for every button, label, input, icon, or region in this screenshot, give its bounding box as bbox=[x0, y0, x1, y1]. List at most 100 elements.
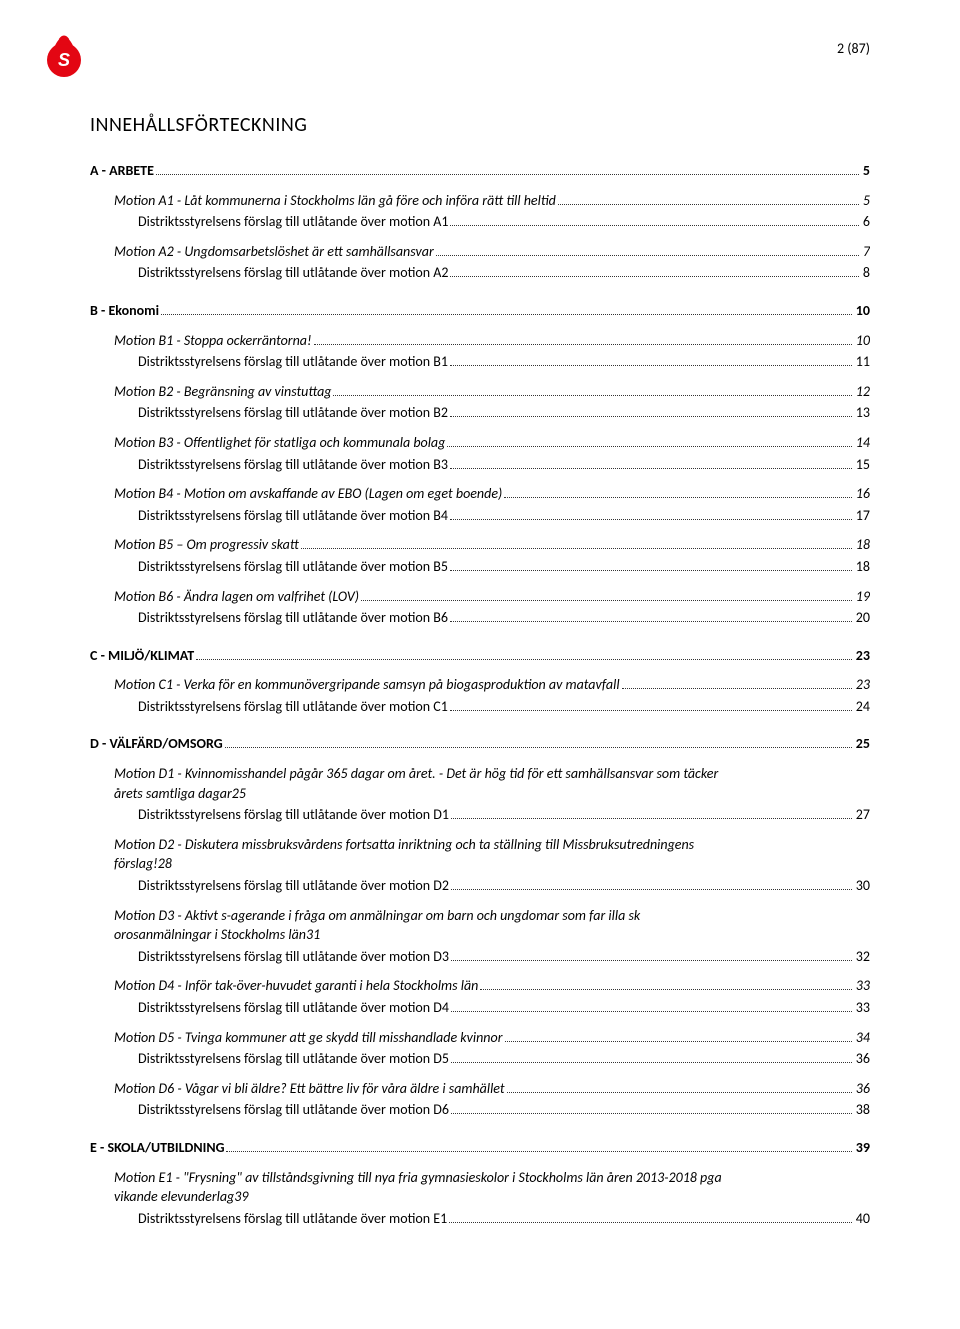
toc-motion-label: Motion B1 - Stoppa ockerräntorna! bbox=[114, 331, 312, 351]
toc-leader-dots bbox=[450, 276, 858, 277]
toc-leader-dots bbox=[451, 1011, 852, 1012]
toc-section-label: D - VÄLFÄRD/OMSORG bbox=[90, 734, 223, 754]
toc-motion[interactable]: Motion D6 - Vågar vi bli äldre? Ett bätt… bbox=[114, 1079, 870, 1099]
toc-sub-label: Distriktsstyrelsens förslag till utlåtan… bbox=[138, 608, 448, 628]
toc-sub-entry[interactable]: Distriktsstyrelsens förslag till utlåtan… bbox=[138, 608, 870, 628]
toc-motion[interactable]: Motion B6 - Ändra lagen om valfrihet (LO… bbox=[114, 587, 870, 607]
toc-section-label: A - ARBETE bbox=[90, 161, 154, 181]
toc-page-number: 34 bbox=[854, 1028, 870, 1048]
toc-sub-label: Distriktsstyrelsens förslag till utlåtan… bbox=[138, 212, 448, 232]
toc-page-number: 8 bbox=[861, 263, 870, 283]
toc-sub-entry[interactable]: Distriktsstyrelsens förslag till utlåtan… bbox=[138, 557, 870, 577]
toc-sub-entry[interactable]: Distriktsstyrelsens förslag till utlåtan… bbox=[138, 352, 870, 372]
toc-motion-label: Motion A2 - Ungdomsarbetslöshet är ett s… bbox=[114, 242, 434, 262]
toc-section[interactable]: E - SKOLA/UTBILDNING39 bbox=[90, 1138, 870, 1158]
toc-sub-entry[interactable]: Distriktsstyrelsens förslag till utlåtan… bbox=[138, 403, 870, 423]
toc-page-number: 6 bbox=[861, 212, 870, 232]
toc-motion-label-cont: årets samtliga dagar bbox=[114, 784, 232, 804]
toc-leader-dots bbox=[450, 468, 852, 469]
toc-sub-label: Distriktsstyrelsens förslag till utlåtan… bbox=[138, 876, 449, 896]
toc-page-number: 24 bbox=[854, 697, 870, 717]
toc-leader-dots bbox=[450, 519, 852, 520]
toc-sub-entry[interactable]: Distriktsstyrelsens förslag till utlåtan… bbox=[138, 998, 870, 1018]
toc-page-number: 39 bbox=[854, 1138, 870, 1158]
toc-motion[interactable]: Motion D4 - Inför tak-över-huvudet garan… bbox=[114, 976, 870, 996]
toc-sub-label: Distriktsstyrelsens förslag till utlåtan… bbox=[138, 697, 448, 717]
toc-motion-label: Motion D3 - Aktivt s-agerande i fråga om… bbox=[114, 906, 870, 926]
toc-motion-label: Motion A1 - Låt kommunerna i Stockholms … bbox=[114, 191, 556, 211]
toc-motion[interactable]: Motion D5 - Tvinga kommuner att ge skydd… bbox=[114, 1028, 870, 1048]
toc-page-number: 16 bbox=[854, 484, 870, 504]
toc-motion-label: Motion B3 - Offentlighet för statliga oc… bbox=[114, 433, 445, 453]
toc-page-number: 38 bbox=[854, 1100, 870, 1120]
toc-sub-entry[interactable]: Distriktsstyrelsens förslag till utlåtan… bbox=[138, 1209, 870, 1229]
toc-sub-label: Distriktsstyrelsens förslag till utlåtan… bbox=[138, 263, 448, 283]
toc-page-number: 10 bbox=[854, 301, 870, 321]
toc-sub-entry[interactable]: Distriktsstyrelsens förslag till utlåtan… bbox=[138, 506, 870, 526]
toc-leader-dots bbox=[451, 889, 852, 890]
toc-leader-dots bbox=[622, 688, 852, 689]
toc-motion-label: Motion E1 - "Frysning" av tillståndsgivn… bbox=[114, 1168, 870, 1188]
toc-leader-dots bbox=[314, 344, 852, 345]
toc-leader-dots bbox=[156, 174, 859, 175]
toc-sub-label: Distriktsstyrelsens förslag till utlåtan… bbox=[138, 506, 448, 526]
toc-sub-entry[interactable]: Distriktsstyrelsens förslag till utlåtan… bbox=[138, 455, 870, 475]
toc-leader-dots bbox=[504, 497, 852, 498]
toc-leader-dots bbox=[450, 570, 852, 571]
toc-page-number: 11 bbox=[854, 352, 870, 372]
table-of-contents: A - ARBETE 5 Motion A1 - Låt kommunerna i … bbox=[90, 161, 870, 1228]
toc-page-number: 36 bbox=[854, 1079, 870, 1099]
toc-sub-entry[interactable]: Distriktsstyrelsens förslag till utlåtan… bbox=[138, 697, 870, 717]
rose-logo-icon: S bbox=[40, 30, 88, 78]
toc-page-number: 28 bbox=[158, 854, 172, 874]
toc-sub-label: Distriktsstyrelsens förslag till utlåtan… bbox=[138, 947, 449, 967]
toc-motion[interactable]: Motion D1 - Kvinnomisshandel pågår 365 d… bbox=[114, 764, 870, 803]
toc-motion[interactable]: Motion E1 - "Frysning" av tillståndsgivn… bbox=[114, 1168, 870, 1207]
toc-page-number: 27 bbox=[854, 805, 870, 825]
toc-motion-label: Motion B2 - Begränsning av vinstuttag bbox=[114, 382, 331, 402]
toc-motion[interactable]: Motion C1 - Verka för en kommunövergripa… bbox=[114, 675, 870, 695]
toc-motion-label: Motion D2 - Diskutera missbruksvårdens f… bbox=[114, 835, 870, 855]
toc-motion[interactable]: Motion B3 - Offentlighet för statliga oc… bbox=[114, 433, 870, 453]
toc-motion[interactable]: Motion D2 - Diskutera missbruksvårdens f… bbox=[114, 835, 870, 874]
toc-leader-dots bbox=[161, 314, 852, 315]
toc-motion[interactable]: Motion B5 – Om progressiv skatt18 bbox=[114, 535, 870, 555]
toc-motion[interactable]: Motion A2 - Ungdomsarbetslöshet är ett s… bbox=[114, 242, 870, 262]
toc-section[interactable]: C - MILJÖ/KLIMAT23 bbox=[90, 646, 870, 666]
toc-motion[interactable]: Motion B1 - Stoppa ockerräntorna!10 bbox=[114, 331, 870, 351]
toc-leader-dots bbox=[361, 600, 852, 601]
toc-motion[interactable]: Motion B4 - Motion om avskaffande av EBO… bbox=[114, 484, 870, 504]
toc-sub-entry[interactable]: Distriktsstyrelsens förslag till utlåtan… bbox=[138, 263, 870, 283]
toc-section[interactable]: D - VÄLFÄRD/OMSORG25 bbox=[90, 734, 870, 754]
page-header: S 2 (87) bbox=[90, 40, 870, 83]
toc-leader-dots bbox=[450, 621, 852, 622]
toc-section[interactable]: A - ARBETE 5 bbox=[90, 161, 870, 181]
toc-sub-label: Distriktsstyrelsens förslag till utlåtan… bbox=[138, 805, 449, 825]
toc-leader-dots bbox=[301, 548, 852, 549]
toc-page-number: 33 bbox=[854, 998, 870, 1018]
toc-sub-entry[interactable]: Distriktsstyrelsens förslag till utlåtan… bbox=[138, 805, 870, 825]
toc-sub-entry[interactable]: Distriktsstyrelsens förslag till utlåtan… bbox=[138, 876, 870, 896]
toc-motion-label-cont: förslag! bbox=[114, 854, 158, 874]
toc-page-number: 5 bbox=[861, 161, 870, 181]
toc-leader-dots bbox=[451, 960, 852, 961]
toc-page-number: 18 bbox=[854, 557, 870, 577]
toc-sub-entry[interactable]: Distriktsstyrelsens förslag till utlåtan… bbox=[138, 212, 870, 232]
toc-sub-label: Distriktsstyrelsens förslag till utlåtan… bbox=[138, 455, 448, 475]
toc-page-number: 36 bbox=[854, 1049, 870, 1069]
toc-sub-label: Distriktsstyrelsens förslag till utlåtan… bbox=[138, 998, 449, 1018]
toc-leader-dots bbox=[449, 1222, 852, 1223]
toc-motion[interactable]: Motion B2 - Begränsning av vinstuttag12 bbox=[114, 382, 870, 402]
toc-sub-entry[interactable]: Distriktsstyrelsens förslag till utlåtan… bbox=[138, 1049, 870, 1069]
party-logo: S bbox=[40, 30, 88, 83]
toc-page-number: 39 bbox=[234, 1187, 248, 1207]
toc-sub-entry[interactable]: Distriktsstyrelsens förslag till utlåtan… bbox=[138, 947, 870, 967]
toc-motion[interactable]: Motion A1 - Låt kommunerna i Stockholms … bbox=[114, 191, 870, 211]
toc-sub-entry[interactable]: Distriktsstyrelsens förslag till utlåtan… bbox=[138, 1100, 870, 1120]
toc-motion[interactable]: Motion D3 - Aktivt s-agerande i fråga om… bbox=[114, 906, 870, 945]
toc-motion-label: Motion B5 – Om progressiv skatt bbox=[114, 535, 299, 555]
toc-sub-label: Distriktsstyrelsens förslag till utlåtan… bbox=[138, 1209, 447, 1229]
toc-section[interactable]: B - Ekonomi10 bbox=[90, 301, 870, 321]
toc-motion-label: Motion D1 - Kvinnomisshandel pågår 365 d… bbox=[114, 764, 870, 784]
toc-page-number: 25 bbox=[232, 784, 246, 804]
